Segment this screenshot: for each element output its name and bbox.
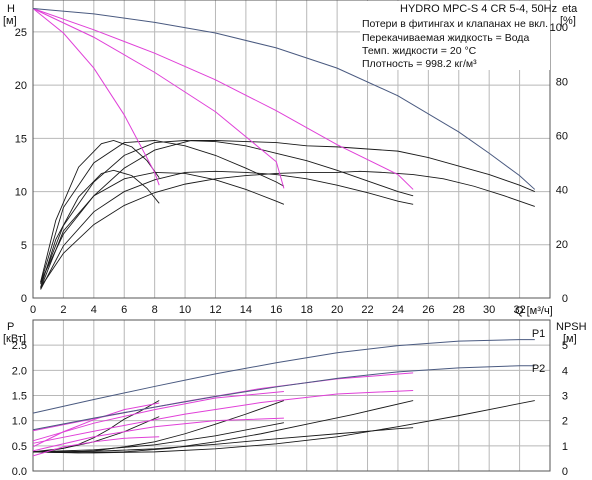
top-ref-curve <box>40 140 160 283</box>
top-y2-tick-label: 100 <box>550 22 568 34</box>
y-axis-unit-p: [кВт] <box>3 333 26 345</box>
top-y2-tick-label: 80 <box>556 76 568 88</box>
x-tick-label: 12 <box>209 304 221 316</box>
power-npsh-panel: 0.0 0.5 1.0 1.5 2.0 2.5 0 1 2 3 4 5 P1 P2 P [кВт] NP… <box>3 319 587 478</box>
y2-axis-unit-npsh: [м] <box>563 333 577 345</box>
x-tick-label: 18 <box>301 304 313 316</box>
top-y2-tick-label: 20 <box>556 239 568 251</box>
y-axis-unit-h: [м] <box>3 15 17 27</box>
y2-axis-label-eta: eta <box>562 3 578 15</box>
top-ref-curve <box>40 140 414 285</box>
top-eff-curve <box>32 8 285 189</box>
curve-label-p1: P1 <box>532 328 545 340</box>
top-y-tick-label: 20 <box>15 80 27 92</box>
x-tick-label: 26 <box>422 304 434 316</box>
y-axis-label-p: P <box>7 321 14 333</box>
bottom-eff-curve <box>32 417 284 452</box>
x-tick-label: 14 <box>240 304 252 316</box>
top-ref-curve <box>40 170 535 288</box>
top-ref-curve <box>40 140 535 283</box>
bottom-y-tick-label: 2.0 <box>12 365 27 377</box>
top-y-tick-label: 0 <box>21 293 27 305</box>
x-tick-label: 30 <box>483 304 495 316</box>
x-tick-label: 20 <box>331 304 343 316</box>
bottom-series-group <box>32 339 535 457</box>
bottom-eff-curve <box>32 389 414 444</box>
x-tick-label: 10 <box>179 304 191 316</box>
bottom-y-tick-label: 2.5 <box>12 340 27 352</box>
top-eff-curve <box>32 8 414 190</box>
bottom-y2-tick-label: 5 <box>562 340 568 352</box>
bottom-y2-tick-label: 2 <box>562 416 568 428</box>
bottom-head-curve <box>32 365 535 431</box>
top-head-curve <box>32 8 536 190</box>
x-tick-label: 4 <box>91 304 97 316</box>
bottom-tick-labels: 0.0 0.5 1.0 1.5 2.0 2.5 0 1 2 3 4 5 <box>12 340 568 478</box>
info-line-liquid: Перекачиваемая жидкость = Вода <box>362 32 529 44</box>
bottom-head-curve <box>32 339 535 414</box>
top-plot-frame <box>32 0 551 299</box>
top-eff-curve <box>32 8 160 186</box>
bottom-annotations: P1 P2 <box>532 328 545 375</box>
top-ref-curve <box>40 170 414 290</box>
bottom-eff-curve <box>32 390 284 442</box>
top-y-tick-label: 15 <box>15 133 27 145</box>
x-axis-label-q: Q [м³/ч] <box>515 305 553 317</box>
x-tick-label: 2 <box>60 304 66 316</box>
info-line-losses: Потери в фитингах и клапанах не вкл. <box>362 18 548 30</box>
x-tick-label: 0 <box>30 304 36 316</box>
top-y2-tick-label: 60 <box>556 130 568 142</box>
top-y2-tick-label: 40 <box>556 185 568 197</box>
x-tick-label: 32 <box>513 304 525 316</box>
curve-label-p2: P2 <box>532 363 545 375</box>
bottom-ref-curve <box>32 400 414 454</box>
x-tick-label: 22 <box>361 304 373 316</box>
bottom-ref-curve <box>32 422 284 453</box>
top-y2-tick-label: 0 <box>562 293 568 305</box>
top-ref-curve <box>40 171 285 289</box>
top-y-tick-label: 25 <box>15 27 27 39</box>
x-tick-label: 6 <box>121 304 127 316</box>
top-ref-curve <box>40 140 285 284</box>
bottom-ref-curve <box>32 427 414 453</box>
bottom-y2-tick-label: 1 <box>562 441 568 453</box>
bottom-y-tick-label: 1.0 <box>12 416 27 428</box>
y2-axis-unit-eta: [%] <box>560 15 576 27</box>
x-tick-label: 24 <box>392 304 404 316</box>
bottom-y2-tick-label: 4 <box>562 365 568 377</box>
bottom-plot-frame <box>32 319 551 472</box>
top-y-tick-label: 5 <box>21 240 27 252</box>
chart-title: HYDRO MPC-S 4 CR 5-4, 50Hz <box>400 3 557 15</box>
x-tick-label: 16 <box>270 304 282 316</box>
x-tick-label: 28 <box>453 304 465 316</box>
top-y-tick-label: 10 <box>15 187 27 199</box>
x-tick-label: 8 <box>152 304 158 316</box>
bottom-y2-tick-label: 3 <box>562 391 568 403</box>
y-axis-label-h: H <box>7 3 15 15</box>
info-line-temperature: Темп. жидкости = 20 °C <box>362 45 477 57</box>
top-ref-curve <box>40 169 160 288</box>
bottom-y-tick-label: 0.0 <box>12 466 27 478</box>
y2-axis-label-npsh: NPSH <box>556 321 587 333</box>
info-box <box>360 1 550 70</box>
top-series-group <box>32 8 536 290</box>
bottom-y2-tick-label: 0 <box>562 466 568 478</box>
info-line-density: Плотность = 998.2 кг/м³ <box>362 58 477 70</box>
bottom-y-tick-label: 0.5 <box>12 441 27 453</box>
bottom-eff-curve <box>32 402 160 448</box>
bottom-y-tick-label: 1.5 <box>12 391 27 403</box>
bottom-eff-curve <box>32 436 160 457</box>
